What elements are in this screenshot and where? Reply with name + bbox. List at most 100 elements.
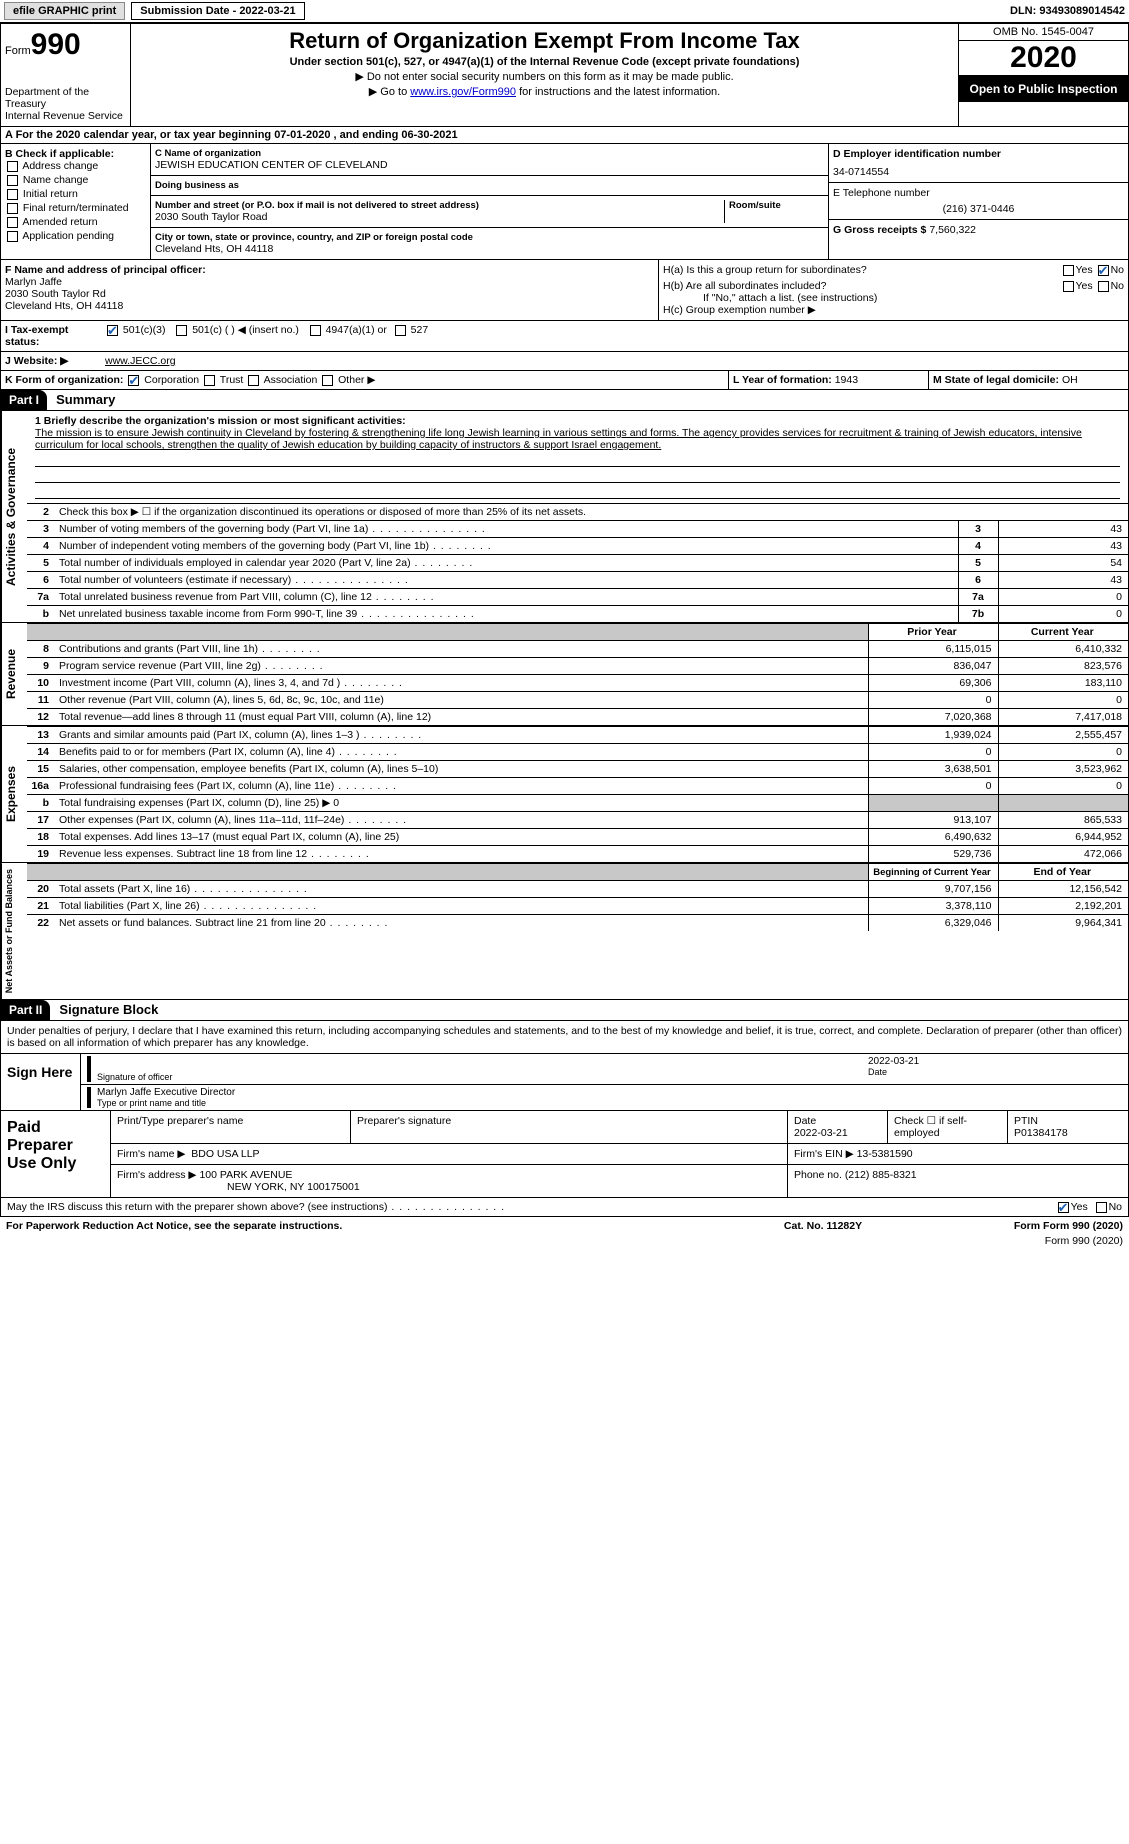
- part-i-header: Part I Summary: [0, 390, 1129, 411]
- line-4-box: 4: [958, 538, 998, 555]
- 501c3-checkbox[interactable]: [107, 325, 118, 336]
- final-return-checkbox[interactable]: [7, 203, 18, 214]
- net-assets-table: Beginning of Current YearEnd of Year 20T…: [27, 863, 1128, 931]
- expenses-table: 13Grants and similar amounts paid (Part …: [27, 726, 1128, 862]
- initial-return-label: Initial return: [23, 188, 78, 200]
- trust-label: Trust: [220, 374, 244, 386]
- other-label: Other ▶: [338, 374, 375, 386]
- initial-return-checkbox[interactable]: [7, 189, 18, 200]
- note-ssn: ▶ Do not enter social security numbers o…: [139, 70, 950, 83]
- addr-change-checkbox[interactable]: [7, 161, 18, 172]
- efile-print-button[interactable]: efile GRAPHIC print: [4, 2, 125, 20]
- line-14-prior: 0: [868, 744, 998, 761]
- begin-year-hdr: Beginning of Current Year: [868, 864, 998, 881]
- line-13-current: 2,555,457: [998, 727, 1128, 744]
- form-header: Form990 Department of the Treasury Inter…: [0, 23, 1129, 127]
- discuss-no-checkbox[interactable]: [1096, 1202, 1107, 1213]
- part-i-title: Summary: [56, 392, 115, 407]
- discuss-no-label: No: [1109, 1201, 1122, 1213]
- line-7b-val: 0: [998, 606, 1128, 623]
- 4947-label: 4947(a)(1) or: [326, 324, 387, 336]
- form-label: Form: [5, 45, 31, 57]
- section-J: J Website: ▶ www.JECC.org: [0, 352, 1129, 371]
- org-name: JEWISH EDUCATION CENTER OF CLEVELAND: [155, 159, 824, 171]
- discuss-row: May the IRS discuss this return with the…: [0, 1198, 1129, 1217]
- paid-preparer-block: Paid Preparer Use Only Print/Type prepar…: [0, 1111, 1129, 1198]
- hb-yes-checkbox[interactable]: [1063, 281, 1074, 292]
- other-checkbox[interactable]: [322, 375, 333, 386]
- mission-text: The mission is to ensure Jewish continui…: [35, 427, 1120, 451]
- form-number: 990: [31, 28, 81, 61]
- ein-value: 34-0714554: [833, 166, 1124, 178]
- ptin-value: P01384178: [1014, 1127, 1068, 1139]
- website-link[interactable]: www.JECC.org: [105, 355, 176, 367]
- line-11-text: Other revenue (Part VIII, column (A), li…: [59, 694, 384, 706]
- line-7b-box: 7b: [958, 606, 998, 623]
- line-2: Check this box ▶ ☐ if the organization d…: [55, 504, 1128, 521]
- ha-no-checkbox[interactable]: [1098, 265, 1109, 276]
- line-9-prior: 836,047: [868, 658, 998, 675]
- line-18-prior: 6,490,632: [868, 829, 998, 846]
- printed-name-label: Type or print name and title: [97, 1098, 1122, 1108]
- discuss-yes-checkbox[interactable]: [1058, 1202, 1069, 1213]
- mission-blank-line-1: [35, 453, 1120, 467]
- amended-return-label: Amended return: [22, 216, 97, 228]
- line-13-text: Grants and similar amounts paid (Part IX…: [59, 729, 360, 741]
- 527-checkbox[interactable]: [395, 325, 406, 336]
- revenue-table: Prior YearCurrent Year 8Contributions an…: [27, 623, 1128, 725]
- header-right: OMB No. 1545-0047 2020 Open to Public In…: [958, 24, 1128, 126]
- line-8-prior: 6,115,015: [868, 641, 998, 658]
- line-16b-prior-shade: [868, 795, 998, 812]
- officer-name: Marlyn Jaffe: [5, 276, 654, 288]
- line-18-text: Total expenses. Add lines 13–17 (must eq…: [59, 831, 399, 843]
- line-22-prior: 6,329,046: [868, 915, 998, 932]
- line-11-prior: 0: [868, 692, 998, 709]
- assoc-checkbox[interactable]: [248, 375, 259, 386]
- omb-number: OMB No. 1545-0047: [959, 24, 1128, 41]
- corp-checkbox[interactable]: [128, 375, 139, 386]
- note-link: ▶ Go to www.irs.gov/Form990 for instruct…: [139, 85, 950, 98]
- topbar: efile GRAPHIC print Submission Date - 20…: [0, 0, 1129, 23]
- printed-name: Marlyn Jaffe Executive Director: [97, 1087, 1122, 1098]
- firm-addr1: 100 PARK AVENUE: [199, 1169, 292, 1181]
- line-5-text: Total number of individuals employed in …: [59, 557, 411, 569]
- line-7b-text: Net unrelated business taxable income fr…: [59, 608, 357, 620]
- line-5-box: 5: [958, 555, 998, 572]
- hc-label: H(c) Group exemption number ▶: [663, 304, 1124, 316]
- name-change-checkbox[interactable]: [7, 175, 18, 186]
- amended-return-checkbox[interactable]: [7, 217, 18, 228]
- paid-preparer-label: Paid Preparer Use Only: [1, 1111, 111, 1197]
- part-ii-badge: Part II: [1, 1000, 50, 1020]
- 4947-checkbox[interactable]: [310, 325, 321, 336]
- line-11-current: 0: [998, 692, 1128, 709]
- officer-addr1: 2030 South Taylor Rd: [5, 288, 654, 300]
- part-ii-title: Signature Block: [59, 1002, 158, 1017]
- governance-side-label: Activities & Governance: [1, 411, 27, 622]
- line-6-val: 43: [998, 572, 1128, 589]
- line-22-text: Net assets or fund balances. Subtract li…: [59, 917, 326, 929]
- domicile-value: OH: [1062, 374, 1078, 386]
- room-label: Room/suite: [729, 200, 824, 211]
- sig-declaration: Under penalties of perjury, I declare th…: [1, 1021, 1128, 1053]
- discuss-yes-label: Yes: [1071, 1201, 1088, 1213]
- header-left: Form990 Department of the Treasury Inter…: [1, 24, 131, 126]
- section-FH: F Name and address of principal officer:…: [0, 260, 1129, 321]
- hb-no-checkbox[interactable]: [1098, 281, 1109, 292]
- 501c-checkbox[interactable]: [176, 325, 187, 336]
- ha-yes-checkbox[interactable]: [1063, 265, 1074, 276]
- mission-blank-line-3: [35, 485, 1120, 499]
- line-3-box: 3: [958, 521, 998, 538]
- line-6-box: 6: [958, 572, 998, 589]
- app-pending-checkbox[interactable]: [7, 231, 18, 242]
- line-19-prior: 529,736: [868, 846, 998, 863]
- line-20-current: 12,156,542: [998, 881, 1128, 898]
- form990-link[interactable]: www.irs.gov/Form990: [410, 86, 516, 98]
- trust-checkbox[interactable]: [204, 375, 215, 386]
- 501c3-label: 501(c)(3): [123, 324, 166, 336]
- prep-date-label: Date: [794, 1115, 816, 1127]
- section-B: B Check if applicable: Address change Na…: [1, 144, 151, 259]
- section-H: H(a) Is this a group return for subordin…: [658, 260, 1128, 320]
- sig-officer-field[interactable]: [97, 1056, 862, 1072]
- line-10-current: 183,110: [998, 675, 1128, 692]
- line-17-text: Other expenses (Part IX, column (A), lin…: [59, 814, 344, 826]
